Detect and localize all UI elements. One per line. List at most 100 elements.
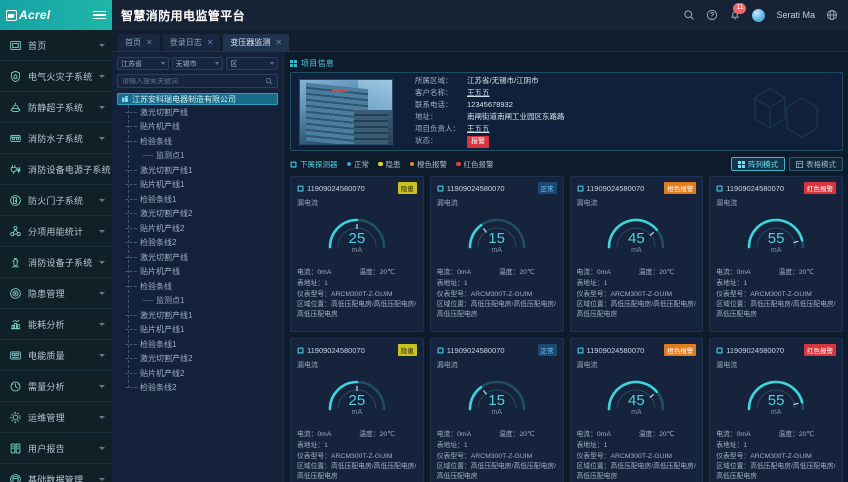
tree-node[interactable]: 激光切割产线2 [117, 207, 278, 222]
tree-node[interactable]: 监测点1 [117, 149, 278, 164]
tree-node[interactable]: 激光切割产线1 [117, 308, 278, 323]
sidebar-item-3[interactable]: 消防水子系统 [0, 123, 112, 154]
tab-2[interactable]: 变压器监测 ✕ [223, 34, 290, 51]
sidebar-item-2[interactable]: 防静超子系统 [0, 92, 112, 123]
watermark-decoration [753, 87, 818, 139]
device-card[interactable]: 11909024580070 隐患 漏电流 25 mA 电流：0mA 温度：20℃ 表地址：1… [290, 338, 424, 482]
sidebar-item-12[interactable]: 运维管理 [0, 402, 112, 433]
tree-node[interactable]: 激光切割产线 [117, 105, 278, 120]
tree-node[interactable]: 激光切割产线2 [117, 352, 278, 367]
tree-branch-line [125, 372, 137, 374]
tree-branch-line [143, 155, 153, 157]
tree-node[interactable]: 激光切割产线 [117, 250, 278, 265]
sidebar-item-4[interactable]: 消防设备电源子系统 [0, 154, 112, 185]
sidebar-item-13[interactable]: 用户报告 [0, 433, 112, 464]
region-select-1[interactable]: 无锡市 [171, 57, 224, 70]
sidebar-item-10[interactable]: 电能质量 [0, 340, 112, 371]
tree-node[interactable]: 贴片机产线 [117, 120, 278, 135]
device-card[interactable]: 11909024580070 红色报警 漏电流 55 mA 电流：0mA 温度：20℃ 表地址… [709, 176, 843, 332]
project-field-label: 状态： [415, 135, 438, 145]
meta-model: 仪表型号：ARCM300T-Z-GUIM [297, 291, 393, 298]
avatar[interactable] [752, 8, 766, 22]
tree-node[interactable]: 检验条线 [117, 279, 278, 294]
sidebar-item-7[interactable]: 消防设备子系统 [0, 247, 112, 278]
username[interactable]: Serati Ma [776, 10, 815, 20]
tree-node[interactable]: 贴片机产线1 [117, 323, 278, 338]
device-icon [297, 346, 304, 354]
search-icon[interactable] [265, 77, 273, 85]
device-card[interactable]: 11909024580070 隐患 漏电流 25 mA 电流：0mA 温度：20℃ 表地址：1… [290, 176, 424, 332]
device-card[interactable]: 11909024580070 橙色报警 漏电流 45 mA 电流：0mA 温度：20℃ 表地址… [569, 176, 704, 332]
tree-node-label: 激光切割产线 [140, 107, 188, 117]
view-mode-button-1[interactable]: 表格模式 [789, 157, 843, 171]
sidebar-item-1[interactable]: 电气火灾子系统 [0, 61, 112, 92]
search-icon[interactable] [683, 9, 695, 21]
tree-node[interactable]: 监测点1 [117, 294, 278, 309]
legend-item-1[interactable]: 隐患 [378, 159, 401, 170]
tree-node-label: 贴片机产线2 [140, 368, 185, 378]
device-card[interactable]: 11909024580070 红色报警 漏电流 55 mA 电流：0mA 温度：20℃ 表地址… [709, 338, 843, 482]
sidebar-item-11[interactable]: 需量分析 [0, 371, 112, 402]
meta-model: 仪表型号：ARCM300T-Z-GUIM [576, 291, 673, 298]
tree-node[interactable]: 检验条线2 [117, 381, 278, 396]
legend-item-0[interactable]: 正常 [346, 159, 369, 170]
help-circle-icon[interactable] [706, 9, 718, 21]
device-card[interactable]: 11909024580070 橙色报警 漏电流 45 mA 电流：0mA 温度：20℃ 表地址… [569, 338, 704, 482]
view-mode-button-0[interactable]: 阵列模式 [731, 157, 785, 171]
tree-node[interactable]: 贴片机产线 [117, 265, 278, 280]
gauge-value: 55 [767, 392, 785, 409]
table-view-icon [796, 160, 803, 168]
tree-branch-line [125, 169, 137, 171]
tab-label: 首页 [125, 38, 141, 47]
tree-node[interactable]: 贴片机产线2 [117, 366, 278, 381]
tree-node-list: 激光切割产线 贴片机产线 检验条线 监测点1 激光切割产线1 贴片机产线1 检验条线1 激光切… [117, 105, 278, 395]
region-select-0[interactable]: 江苏省 [117, 57, 169, 70]
view-mode-buttons: 阵列模式 表格模式 [731, 157, 843, 171]
device-card[interactable]: 11909024580070 正常 漏电流 15 mA 电流：0mA 温度：20℃ 表地址：1… [429, 338, 564, 482]
search-input[interactable] [122, 77, 265, 85]
tree-node[interactable]: 检验条线2 [117, 236, 278, 251]
legend-item-2[interactable]: 橙色报警 [409, 159, 447, 170]
tree-node[interactable]: 贴片机产线2 [117, 221, 278, 236]
device-card-header: 11909024580070 橙色报警 [576, 182, 697, 194]
project-info-title: 项目信息 [301, 58, 335, 68]
tab-0[interactable]: 首页 ✕ [118, 34, 160, 51]
sidebar-item-8[interactable]: 隐患管理 [0, 278, 112, 309]
sidebar-item-0[interactable]: 首页 [0, 30, 112, 61]
meta-region: 区域位置：高低压配电房/高低压配电房/高低压配电房 [716, 463, 836, 480]
metric-label: 漏电流 [436, 200, 458, 207]
project-field-label: 客户名称： [415, 87, 453, 97]
tree-search[interactable] [117, 74, 278, 88]
notifications[interactable]: 11 [729, 3, 747, 21]
project-field-value[interactable]: 王五五 [467, 123, 490, 133]
tree-branch-line [125, 140, 137, 142]
leakage-gauge: 25 mA [297, 209, 417, 261]
meta-current: 电流：0mA [716, 431, 751, 438]
tree-node[interactable]: 激光切割产线1 [117, 163, 278, 178]
tab-1[interactable]: 登录日志 ✕ [162, 34, 221, 51]
tree-root-node[interactable]: 江苏安科瑞电器制造有限公司 [117, 93, 278, 105]
hamburger-icon[interactable] [93, 10, 106, 20]
sidebar-item-label: 能耗分析 [28, 319, 65, 330]
region-select-2[interactable]: 区 [226, 57, 279, 70]
sidebar-item-14[interactable]: 基础数据管理 [0, 464, 112, 482]
close-icon[interactable]: ✕ [206, 38, 214, 47]
sidebar-item-5[interactable]: 防火门子系统 [0, 185, 112, 216]
sidebar-item-9[interactable]: 能耗分析 [0, 309, 112, 340]
globe-icon[interactable] [826, 9, 838, 21]
tree-node[interactable]: 检验条线1 [117, 192, 278, 207]
leakage-gauge: 55 mA [716, 209, 836, 261]
project-field-value[interactable]: 王五五 [467, 87, 490, 97]
gauge-unit: mA [351, 247, 363, 254]
tree-node[interactable]: 检验条线 [117, 134, 278, 149]
tree-node[interactable]: 贴片机产线1 [117, 178, 278, 193]
sidebar-item-6[interactable]: 分项用能统计 [0, 216, 112, 247]
tree-branch-line [125, 358, 137, 360]
close-icon[interactable]: ✕ [146, 38, 153, 47]
legend-item-3[interactable]: 红色报警 [456, 159, 494, 170]
region-filters: 江苏省 无锡市 区 [117, 57, 279, 70]
tree-node[interactable]: 检验条线1 [117, 337, 278, 352]
chevron-down-icon [99, 322, 105, 326]
close-icon[interactable]: ✕ [275, 38, 283, 47]
device-card[interactable]: 11909024580070 正常 漏电流 15 mA 电流：0mA 温度：20℃ 表地址：1… [429, 176, 564, 332]
